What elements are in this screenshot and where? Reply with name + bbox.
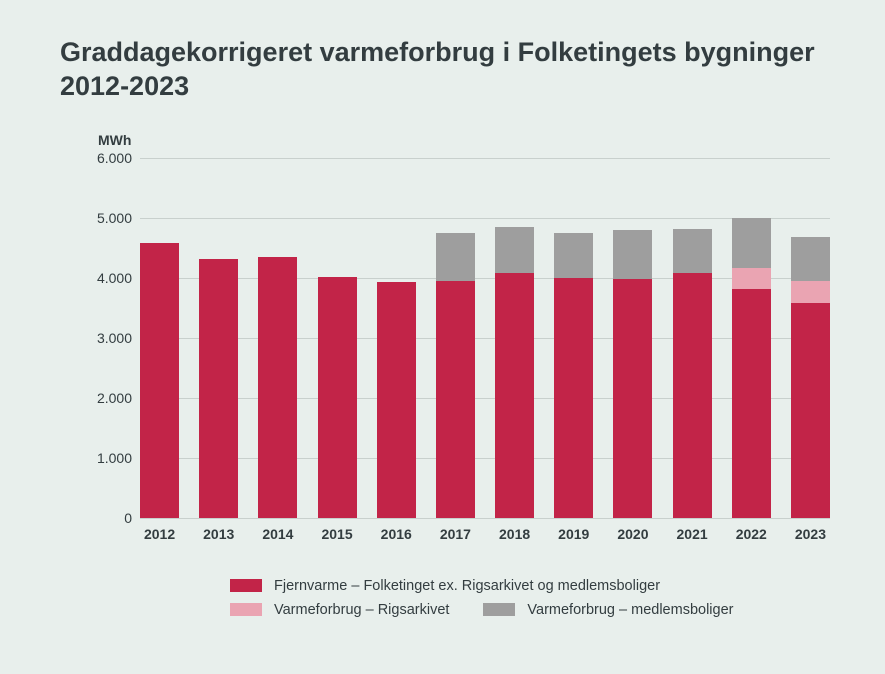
chart-title: Graddagekorrigeret varmeforbrug i Folket… <box>60 36 845 104</box>
bar-segment-fjernvarme <box>377 282 416 517</box>
bar-segment-medlemsboliger <box>673 229 712 273</box>
x-tick-label: 2021 <box>667 526 717 542</box>
bar-column <box>199 158 238 518</box>
x-tick-label: 2022 <box>726 526 776 542</box>
legend-swatch <box>230 579 262 592</box>
bar-segment-medlemsboliger <box>495 227 534 274</box>
x-tick-label: 2023 <box>785 526 835 542</box>
y-tick-label: 2.000 <box>80 390 132 406</box>
bar-column <box>495 158 534 518</box>
bar-segment-fjernvarme <box>613 279 652 517</box>
legend-row: Varmeforbrug – Rigsarkivet Varmeforbrug –… <box>230 602 850 618</box>
legend-swatch <box>483 603 515 616</box>
bars-container <box>140 158 830 518</box>
y-tick-label: 5.000 <box>80 210 132 226</box>
y-tick-label: 3.000 <box>80 330 132 346</box>
bar-segment-medlemsboliger <box>791 237 830 280</box>
legend: Fjernvarme – Folketinget ex. Rigsarkivet… <box>230 578 850 618</box>
bar-segment-fjernvarme <box>140 243 179 517</box>
bar-column <box>791 158 830 518</box>
bar-segment-fjernvarme <box>673 273 712 517</box>
bar-column <box>554 158 593 518</box>
bar-segment-fjernvarme <box>732 289 771 518</box>
gridline <box>140 518 830 519</box>
bar-column <box>613 158 652 518</box>
bar-segment-medlemsboliger <box>613 230 652 280</box>
x-tick-label: 2013 <box>194 526 244 542</box>
y-tick-label: 6.000 <box>80 150 132 166</box>
legend-row: Fjernvarme – Folketinget ex. Rigsarkivet… <box>230 578 850 594</box>
bar-segment-fjernvarme <box>199 259 238 518</box>
bar-column <box>436 158 475 518</box>
legend-label: Fjernvarme – Folketinget ex. Rigsarkivet… <box>274 578 660 594</box>
bar-segment-fjernvarme <box>436 281 475 517</box>
legend-item-rigsarkivet: Varmeforbrug – Rigsarkivet <box>230 602 449 618</box>
x-tick-label: 2015 <box>312 526 362 542</box>
x-tick-label: 2012 <box>135 526 185 542</box>
x-tick-label: 2014 <box>253 526 303 542</box>
legend-label: Varmeforbrug – Rigsarkivet <box>274 602 449 618</box>
legend-label: Varmeforbrug – medlemsboliger <box>527 602 733 618</box>
x-tick-label: 2019 <box>549 526 599 542</box>
chart-area: MWh 01.0002.0003.0004.0005.0006.000 2012… <box>68 138 838 558</box>
bar-segment-fjernvarme <box>495 273 534 517</box>
plot-area: 01.0002.0003.0004.0005.0006.000 <box>140 158 830 518</box>
bar-segment-fjernvarme <box>258 257 297 517</box>
bar-segment-medlemsboliger <box>554 233 593 277</box>
x-tick-label: 2018 <box>490 526 540 542</box>
bar-segment-medlemsboliger <box>732 218 771 268</box>
bar-column <box>140 158 179 518</box>
bar-segment-medlemsboliger <box>436 233 475 282</box>
bar-segment-fjernvarme <box>791 303 830 518</box>
legend-item-fjernvarme: Fjernvarme – Folketinget ex. Rigsarkivet… <box>230 578 660 594</box>
y-tick-label: 0 <box>80 510 132 526</box>
x-tick-label: 2020 <box>608 526 658 542</box>
y-tick-label: 4.000 <box>80 270 132 286</box>
legend-swatch <box>230 603 262 616</box>
bar-segment-rigsarkivet <box>791 281 830 303</box>
x-tick-label: 2016 <box>371 526 421 542</box>
x-tick-label: 2017 <box>430 526 480 542</box>
bar-column <box>377 158 416 518</box>
bar-column <box>673 158 712 518</box>
bar-segment-rigsarkivet <box>732 268 771 289</box>
bar-segment-fjernvarme <box>318 277 357 518</box>
bar-column <box>732 158 771 518</box>
bar-segment-fjernvarme <box>554 278 593 518</box>
y-axis-label: MWh <box>98 132 131 148</box>
y-tick-label: 1.000 <box>80 450 132 466</box>
legend-item-medlemsboliger: Varmeforbrug – medlemsboliger <box>483 602 733 618</box>
bar-column <box>258 158 297 518</box>
bar-column <box>318 158 357 518</box>
